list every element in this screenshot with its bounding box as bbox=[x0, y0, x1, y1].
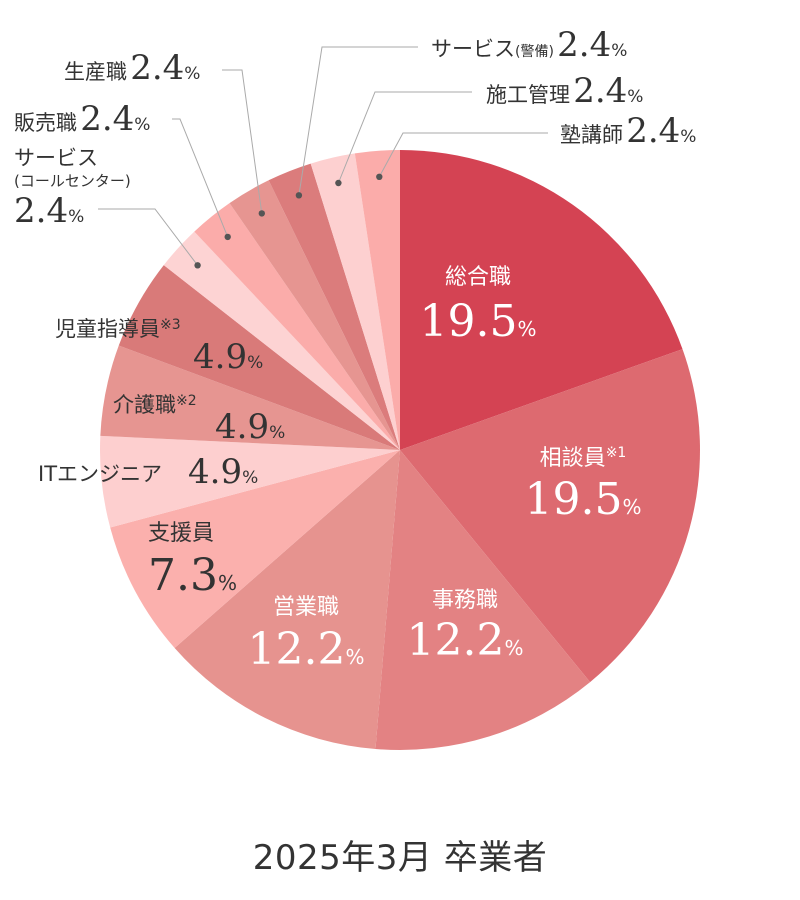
slice-7-value: 4.9% bbox=[215, 407, 285, 447]
slice-12-leader bbox=[298, 46, 418, 196]
slice-13-leader bbox=[337, 91, 472, 184]
slice-12-label: サービス(警備) 2.4% bbox=[431, 25, 627, 65]
slice-8-wedge bbox=[118, 265, 400, 450]
slice-10-label: 販売職 2.4% bbox=[14, 99, 150, 139]
slice-5-label: 支援員 bbox=[148, 521, 214, 546]
slice-11-leader-dot bbox=[258, 210, 265, 217]
slice-1-wedge bbox=[400, 150, 683, 450]
slice-9-leader-dot bbox=[194, 262, 201, 269]
slice-11-label: 生産職 2.4% bbox=[64, 48, 200, 88]
slice-4-wedge bbox=[174, 450, 400, 749]
slice-9-label: サービス bbox=[14, 146, 98, 170]
slice-12-leader-dot bbox=[295, 192, 303, 199]
slice-7-wedge bbox=[100, 345, 400, 450]
slice-9-wedge bbox=[163, 231, 400, 450]
slice-5-value: 7.3% bbox=[148, 550, 237, 601]
chart-caption: 2025年3月 卒業者 bbox=[252, 838, 548, 878]
slice-4-label: 営業職 bbox=[273, 595, 339, 620]
slice-2-label: 相談員※1 bbox=[540, 445, 627, 471]
slice-1-label: 総合職 bbox=[445, 265, 511, 290]
slice-9-value: 2.4% bbox=[14, 191, 84, 231]
slice-14-leader bbox=[378, 132, 548, 178]
slice-10-leader bbox=[172, 118, 229, 238]
slice-2-wedge bbox=[400, 349, 700, 683]
slice-2-value: 19.5% bbox=[525, 474, 642, 525]
slice-9-leader bbox=[98, 208, 198, 266]
slice-10-wedge bbox=[194, 203, 400, 450]
slice-11-leader bbox=[222, 69, 263, 214]
slice-labels: 総合職19.5%相談員※119.5%事務職12.2%営業職12.2%支援員7.3… bbox=[14, 25, 696, 675]
slice-11-wedge bbox=[229, 180, 400, 451]
slice-10-leader-dot bbox=[224, 233, 231, 241]
pie-slices bbox=[99, 150, 700, 751]
slice-6-value: 4.9% bbox=[188, 452, 258, 492]
slice-13-leader-dot bbox=[335, 179, 342, 187]
slice-14-label: 塾講師 2.4% bbox=[560, 111, 696, 151]
pie-chart: 総合職19.5%相談員※119.5%事務職12.2%営業職12.2%支援員7.3… bbox=[14, 25, 700, 751]
slice-6-wedge bbox=[99, 435, 400, 528]
slice-14-leader-dot bbox=[376, 173, 383, 180]
slice-13-wedge bbox=[310, 153, 400, 451]
slice-4-value: 12.2% bbox=[248, 624, 365, 675]
slice-3-value: 12.2% bbox=[407, 615, 524, 666]
slice-3-label: 事務職 bbox=[432, 588, 498, 613]
slice-5-wedge bbox=[110, 450, 401, 649]
leader-lines bbox=[98, 46, 548, 269]
slice-8-value: 4.9% bbox=[193, 337, 263, 377]
slice-8-label: 児童指導員※3 bbox=[55, 317, 181, 341]
slice-1-value: 19.5% bbox=[420, 296, 537, 347]
slice-13-label: 施工管理 2.4% bbox=[486, 71, 643, 111]
slice-12-wedge bbox=[268, 163, 400, 450]
slice-14-wedge bbox=[354, 150, 400, 450]
slice-6-label: ITエンジニア bbox=[38, 462, 162, 486]
slice-9-label-sub: (コールセンター) bbox=[14, 172, 131, 190]
slice-7-label: 介護職※2 bbox=[113, 393, 197, 417]
slice-3-wedge bbox=[375, 450, 591, 751]
